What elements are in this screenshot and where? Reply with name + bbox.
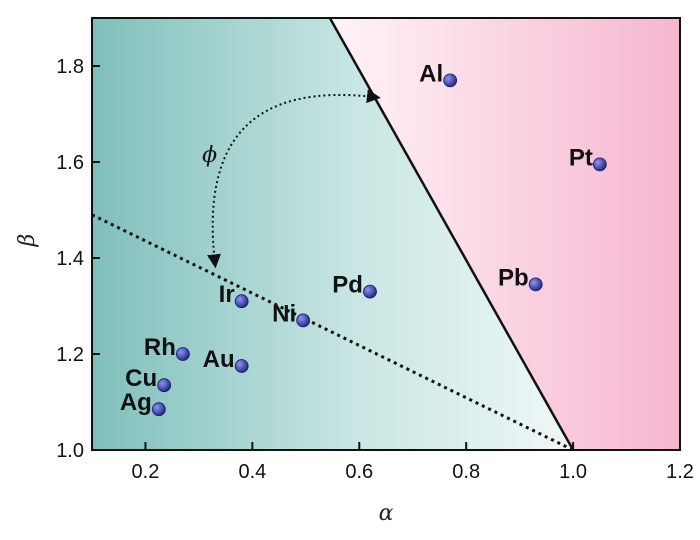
point-label-pd: Pd <box>332 272 363 299</box>
x-tick-label: 1.0 <box>559 461 587 483</box>
point-au <box>234 359 249 373</box>
point-label-pb: Pb <box>498 264 529 291</box>
x-tick-label: 0.2 <box>132 461 160 483</box>
region-right <box>329 18 680 450</box>
plot-frame <box>91 17 681 451</box>
x-tick-label: 0.8 <box>452 461 480 483</box>
x-tick-label: 0.6 <box>345 461 373 483</box>
y-tick-label: 1.2 <box>56 344 84 366</box>
x-axis-title: α <box>379 501 394 526</box>
point-rh <box>175 347 190 361</box>
y-tick-label: 1.4 <box>56 248 84 270</box>
y-axis-title: β <box>15 234 40 248</box>
y-tick-label: 1.0 <box>56 440 84 462</box>
point-ag <box>151 402 166 417</box>
point-label-pt: Pt <box>569 144 593 171</box>
point-ni <box>296 313 311 328</box>
dotted-boundary-line <box>92 213 574 450</box>
point-label-al: Al <box>419 60 443 87</box>
point-ir <box>234 294 249 309</box>
point-al <box>443 73 458 88</box>
point-pb <box>528 277 543 292</box>
phi-arc-arrow <box>207 89 381 269</box>
point-pt <box>592 157 607 172</box>
point-pd <box>363 284 377 299</box>
y-tick-label: 1.8 <box>56 56 84 78</box>
point-label-ag: Ag <box>120 389 152 416</box>
point-label-cu: Cu <box>125 365 157 392</box>
x-tick-label: 0.4 <box>238 461 266 483</box>
point-cu <box>157 378 172 393</box>
y-tick-label: 1.6 <box>56 152 84 174</box>
phi-label: ϕ <box>202 143 217 168</box>
phi-angle-annotation: ϕ <box>202 89 381 269</box>
region-backgrounds <box>92 18 680 450</box>
point-label-au: Au <box>203 346 235 373</box>
x-axis: 0.2 0.4 0.6 0.8 1.0 1.2 <box>132 442 694 483</box>
x-tick-label: 1.2 <box>666 461 694 483</box>
point-label-rh: Rh <box>144 334 176 361</box>
point-label-ni: Ni <box>272 300 296 327</box>
point-label-ir: Ir <box>219 281 235 308</box>
y-axis: 1.0 1.2 1.4 1.6 1.8 <box>56 56 100 462</box>
